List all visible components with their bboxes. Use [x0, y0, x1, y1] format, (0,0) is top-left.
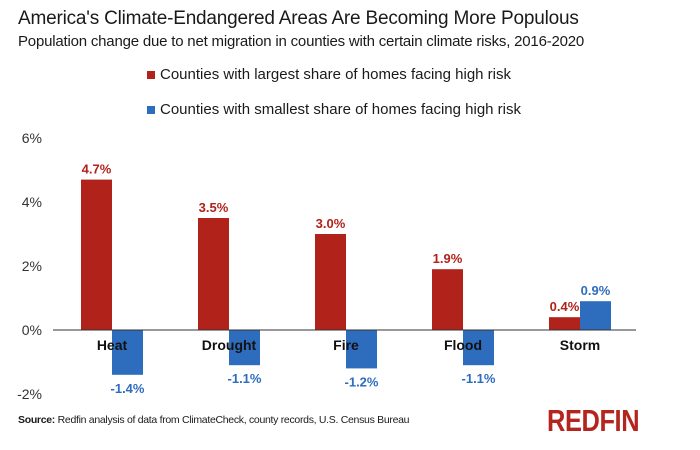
bar-smallest-share [580, 301, 611, 330]
data-label: -1.2% [345, 374, 379, 389]
bar-smallest-share [346, 330, 377, 369]
y-tick-label: -2% [17, 386, 42, 402]
legend-label-largest: Counties with largest share of homes fac… [160, 66, 512, 83]
bar-smallest-share [229, 330, 260, 366]
x-tick-label: Fire [333, 337, 359, 353]
y-tick-label: 0% [22, 322, 42, 338]
source-note: Source: Redfin analysis of data from Cli… [18, 414, 410, 426]
bar-largest-share [549, 317, 580, 330]
x-tick-label: Flood [444, 337, 482, 353]
data-label: 3.0% [316, 216, 346, 231]
data-label: -1.4% [111, 381, 145, 396]
data-label: 0.9% [581, 283, 611, 298]
bar-smallest-share [463, 330, 494, 366]
chart-subtitle: Population change due to net migration i… [18, 33, 585, 50]
legend-item-largest: Counties with largest share of homes fac… [147, 66, 511, 83]
bar-smallest-share [112, 330, 143, 375]
data-label: 4.7% [82, 162, 112, 177]
legend-swatch-largest [147, 70, 155, 79]
data-label: 3.5% [199, 200, 229, 215]
source-text: Redfin analysis of data from ClimateChec… [57, 414, 410, 426]
data-label: 0.4% [550, 299, 580, 314]
data-label: -1.1% [228, 371, 262, 386]
legend-item-smallest: Counties with smallest share of homes fa… [147, 101, 521, 118]
data-label: 1.9% [433, 251, 463, 266]
y-tick-label: 4% [22, 194, 42, 210]
bar-largest-share [315, 234, 346, 330]
bar-largest-share [198, 218, 229, 330]
data-label: -1.1% [462, 371, 496, 386]
source-label: Source: [18, 414, 55, 426]
bar-largest-share [432, 269, 463, 330]
y-tick-label: 2% [22, 258, 42, 274]
legend-swatch-smallest [147, 105, 155, 114]
x-tick-label: Heat [97, 337, 128, 353]
redfin-logo: REDFIN [547, 403, 640, 438]
y-tick-label: 6% [22, 130, 42, 146]
bar-largest-share [81, 179, 112, 330]
legend-label-smallest: Counties with smallest share of homes fa… [160, 101, 521, 118]
chart-title: America's Climate-Endangered Areas Are B… [18, 8, 579, 29]
x-tick-label: Drought [202, 337, 257, 353]
x-tick-label: Storm [560, 337, 600, 353]
